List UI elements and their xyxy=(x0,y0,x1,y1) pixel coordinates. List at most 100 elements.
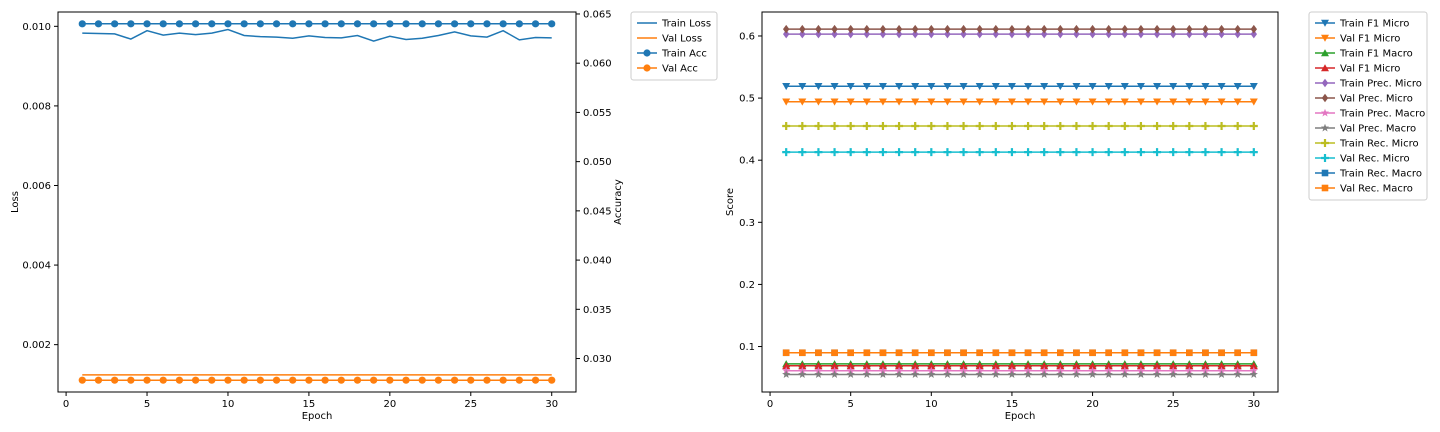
legend-label-val-f1-micro: Val F1 Micro xyxy=(1340,64,1400,75)
val-prec-macro-point xyxy=(1233,370,1242,378)
val-prec-macro-point xyxy=(878,370,888,378)
train-acc-point xyxy=(289,20,297,28)
series-val-f1-micro xyxy=(782,361,1258,370)
train-acc-point xyxy=(321,20,329,28)
val-f1-micro-point xyxy=(1056,98,1065,106)
val-rec-macro-point xyxy=(1169,349,1177,357)
val-prec-macro-point xyxy=(1249,370,1258,378)
train-prec-micro-point xyxy=(1234,29,1241,39)
val-prec-macro-point xyxy=(1136,370,1146,378)
left-legend: Train Loss Val Loss Train Acc Val Acc xyxy=(630,11,718,81)
train-rec-micro-point xyxy=(1169,122,1178,131)
legend-label-train-prec-micro: Train Prec. Micro xyxy=(1339,79,1422,90)
val-prec-micro-point xyxy=(1008,24,1016,34)
train-prec-micro-point xyxy=(1186,29,1193,39)
legend-label-val-acc: Val Acc xyxy=(662,64,698,75)
val-f1-micro-point xyxy=(1136,361,1145,370)
val-acc-point xyxy=(386,376,394,384)
val-f1-micro-point xyxy=(927,98,936,106)
val-rec-macro-point xyxy=(992,349,1000,357)
val-prec-micro-point xyxy=(1137,24,1145,34)
val-f1-micro-point xyxy=(975,361,984,370)
val-f1-micro-point xyxy=(1185,361,1194,370)
train-f1-micro-point xyxy=(846,82,855,91)
val-prec-macro-point xyxy=(1072,370,1081,378)
val-prec-macro-point xyxy=(927,370,936,378)
y-tick-label: 0.010 xyxy=(22,22,51,33)
train-f1-micro-point xyxy=(895,82,904,91)
val-f1-micro-point xyxy=(1185,98,1194,106)
train-prec-micro-point xyxy=(1105,29,1112,39)
train-f1-micro-point xyxy=(943,82,952,91)
val-f1-micro-point xyxy=(1040,361,1049,370)
val-rec-macro-point xyxy=(976,349,983,357)
train-acc-point xyxy=(305,20,313,28)
series-val-rec-micro xyxy=(782,148,1258,157)
train-acc-point xyxy=(483,20,491,28)
train-rec-micro-point xyxy=(1136,122,1145,131)
val-acc-point xyxy=(337,376,345,384)
series-val-prec-macro xyxy=(782,370,1258,378)
val-rec-macro-point xyxy=(863,349,871,357)
val-acc-point xyxy=(548,376,556,384)
y2-tick-label: 0.065 xyxy=(583,9,612,20)
legend-marker-train-f1-micro xyxy=(1321,19,1329,27)
val-f1-micro-point xyxy=(1120,98,1129,106)
val-prec-macro-point xyxy=(975,370,984,378)
legend-marker-val-rec-micro xyxy=(1321,154,1329,162)
series-train-acc xyxy=(78,20,556,28)
val-rec-macro-point xyxy=(895,349,903,357)
val-prec-macro-point xyxy=(814,370,823,378)
val-rec-macro-point xyxy=(831,349,838,357)
left-plot-frame xyxy=(57,11,577,393)
val-f1-micro-point xyxy=(1088,98,1097,106)
train-rec-micro-point xyxy=(1040,122,1049,131)
train-prec-micro-point xyxy=(1057,29,1064,39)
val-rec-micro-point xyxy=(798,148,807,157)
val-acc-point xyxy=(94,376,103,384)
val-prec-macro-point xyxy=(1088,370,1097,378)
y2-tick-label: 0.040 xyxy=(583,256,612,267)
train-rec-micro-point xyxy=(830,122,839,131)
y-tick-label: 0.4 xyxy=(739,156,755,167)
val-acc-point xyxy=(467,376,475,384)
legend-label-train-rec-macro: Train Rec. Macro xyxy=(1339,169,1422,180)
val-f1-micro-point xyxy=(814,361,823,370)
train-acc-point xyxy=(467,20,475,28)
train-rec-micro-point xyxy=(1153,122,1162,131)
val-rec-micro-point xyxy=(878,148,887,157)
val-f1-micro-point xyxy=(911,98,920,106)
train-f1-micro-point xyxy=(1088,82,1097,91)
y2-tick-label: 0.035 xyxy=(583,305,612,316)
val-prec-macro-point xyxy=(846,370,855,378)
train-rec-micro-point xyxy=(878,122,887,131)
val-prec-macro-point xyxy=(1185,370,1194,378)
val-prec-micro-point xyxy=(1073,24,1080,34)
train-f1-micro-point xyxy=(1249,82,1258,91)
val-f1-micro-point xyxy=(1024,98,1033,106)
series-val-f1-micro xyxy=(782,98,1258,106)
train-acc-point xyxy=(434,20,443,28)
train-acc-point xyxy=(386,20,394,28)
val-f1-micro-point xyxy=(878,98,887,106)
val-prec-macro-point xyxy=(798,370,807,378)
train-prec-micro-point xyxy=(1137,29,1145,39)
legend-label-train-prec-macro: Train Prec. Macro xyxy=(1339,109,1425,120)
train-loss-line xyxy=(82,28,552,42)
train-f1-micro-point xyxy=(1136,82,1145,91)
y-tick-label: 0.5 xyxy=(739,94,755,105)
y-tick-label: 0.002 xyxy=(22,340,51,351)
val-f1-micro-point xyxy=(959,361,968,370)
train-acc-point xyxy=(531,20,540,28)
val-f1-micro-point xyxy=(1056,361,1065,370)
train-rec-micro-point xyxy=(1088,122,1097,131)
val-prec-micro-point xyxy=(782,24,790,34)
train-prec-micro-point xyxy=(1008,29,1016,39)
y2-tick-label: 0.045 xyxy=(583,206,612,217)
right-series-layer xyxy=(782,24,1258,378)
val-f1-micro-point xyxy=(878,361,887,370)
train-acc-point xyxy=(353,20,362,28)
val-rec-macro-point xyxy=(1024,349,1032,357)
legend-label-val-prec-micro: Val Prec. Micro xyxy=(1340,94,1413,105)
train-prec-micro-point xyxy=(895,29,903,39)
